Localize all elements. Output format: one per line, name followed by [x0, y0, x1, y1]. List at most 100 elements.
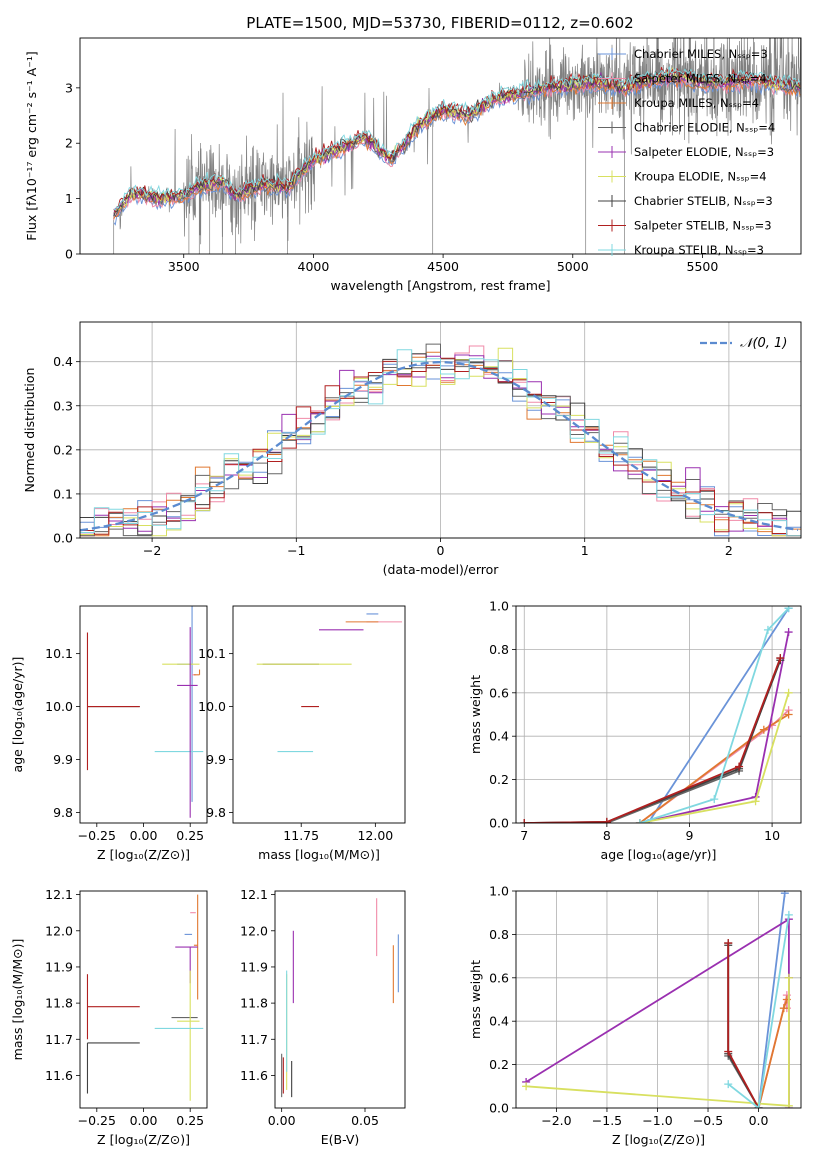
plus-marker: [784, 973, 793, 982]
model-spectrum-salpeter-elodie: [113, 70, 801, 215]
spectrum-frame: [79, 37, 802, 255]
mass_vs_Z-plot: [86, 894, 204, 1101]
y-tick-label: 12.0: [240, 923, 268, 938]
massweight_vs_age-plot: [520, 606, 793, 823]
age_vs_Z-frame: [79, 605, 208, 824]
plus-marker: [724, 1047, 733, 1056]
massweight_vs_Z-frame: [515, 890, 802, 1109]
x-axis-label: Z [log₁₀(Z/Z⊙)]: [97, 1132, 190, 1147]
x-tick-label: −1.0: [642, 1113, 672, 1128]
plus-marker: [759, 725, 768, 734]
age_vs_Z-plot: [86, 606, 204, 818]
x-tick-label: 10: [764, 828, 780, 843]
plus-marker: [784, 606, 793, 613]
y-axis-label: mass weight: [468, 675, 483, 754]
age_vs_mass-frame: [232, 605, 406, 824]
model-spectrum-kroupa-stelib: [113, 66, 801, 211]
axes-massweight_vs_Z: −2.0 −1.5 −1.0 −0.5 0.0 0.0 0.2 0.4 0.6 0.8 1.0 Z […: [468, 884, 801, 1147]
legend-label: Salpeter MILES, Nₛₛₚ=4: [634, 72, 767, 86]
x-tick-label: 3500: [168, 259, 200, 274]
legend-label: Chabrier STELIB, Nₛₛₚ=3: [634, 194, 773, 208]
x-tick-label: 0: [437, 543, 445, 558]
y-tick-label: 11.7: [240, 1032, 268, 1047]
axes-mass_vs_Z: −0.25 0.00 0.25 11.6 11.7 11.8 11.9 12.0 12.1 Z […: [10, 887, 204, 1147]
y-axis-label: age [log₁₀(age/yr)]: [10, 657, 25, 773]
y-axis-label: mass weight: [468, 960, 483, 1039]
x-tick-label: 1: [581, 543, 589, 558]
x-tick-label: 8: [603, 828, 611, 843]
series-line-chabrier-stelib: [524, 659, 782, 823]
histogram-frame: [79, 321, 802, 539]
axes-mass_vs_EBV: 0.00 0.05 11.6 11.7 11.8 11.9 12.0 12.1 E(B-V): [240, 887, 379, 1147]
y-tick-label: 0.4: [53, 354, 73, 369]
massweight_vs_Z-plot: [522, 891, 793, 1108]
y-tick-label: 3: [65, 80, 73, 95]
y-tick-label: 0.2: [53, 442, 73, 457]
histogram-kroupa-stelib: [80, 349, 801, 537]
plus-marker: [784, 628, 793, 637]
x-axis-label: mass [log₁₀(M/M⊙)]: [258, 847, 380, 862]
x-axis-label: E(B-V): [321, 1132, 360, 1147]
axes-age_vs_Z: −0.25 0.00 0.25 9.8 9.9 10.0 10.1 Z [log₁₀(Z/Z⊙…: [10, 646, 204, 862]
plus-marker: [602, 817, 611, 823]
age_vs_mass-plot: [256, 613, 403, 753]
figure-title: PLATE=1500, MJD=53730, FIBERID=0112, z=0…: [246, 14, 633, 32]
y-tick-label: 0.4: [489, 729, 509, 744]
y-tick-label: 9.8: [206, 805, 226, 820]
spectrum-plot: [113, 38, 801, 254]
plus-marker: [779, 1004, 788, 1013]
y-tick-label: 1.0: [489, 884, 509, 899]
x-tick-label: 2: [725, 543, 733, 558]
y-tick-label: 0.8: [489, 927, 509, 942]
series-line-kroupa-stelib: [639, 607, 790, 823]
plus-marker: [751, 797, 760, 806]
x-tick-label: 12.00: [357, 828, 393, 843]
plus-marker: [635, 819, 644, 823]
legend-label: Salpeter ELODIE, Nₛₛₚ=3: [634, 145, 774, 159]
series-line-chabrier-miles: [757, 893, 786, 1108]
x-tick-label: −2.0: [541, 1113, 571, 1128]
x-tick-label: −0.5: [693, 1113, 723, 1128]
y-tick-label: 12.0: [45, 923, 73, 938]
y-tick-label: 11.8: [45, 996, 73, 1011]
series-line-kroupa-elodie: [639, 692, 790, 823]
x-tick-label: 0.25: [176, 1113, 204, 1128]
axes-massweight_vs_age: 7 8 9 10 0.0 0.2 0.4 0.6 0.8 1.0 age [log₁₀(age/yr…: [468, 599, 801, 862]
y-tick-label: 0.0: [53, 531, 73, 546]
x-tick-label: −1: [287, 543, 305, 558]
x-tick-label: 0.05: [351, 1113, 379, 1128]
y-tick-label: 10.0: [45, 699, 73, 714]
y-tick-label: 2: [65, 136, 73, 151]
histogram-plot: [80, 343, 801, 537]
y-tick-label: 11.6: [45, 1068, 73, 1083]
y-tick-label: 0.0: [489, 1101, 509, 1116]
y-tick-label: 0.8: [489, 642, 509, 657]
plus-marker: [735, 762, 744, 771]
axes-residuals: −2 −1 0 1 2 0.0 0.1 0.2 0.3 0.4 (data-model)/error…: [22, 322, 801, 577]
x-tick-label: 0.00: [130, 828, 158, 843]
x-axis-label: Z [log₁₀(Z/Z⊙)]: [612, 1132, 705, 1147]
plus-marker: [710, 795, 719, 804]
legend-label: Salpeter STELIB, Nₛₛₚ=3: [634, 219, 772, 233]
x-tick-label: −0.25: [78, 828, 116, 843]
gaussian-curve: [80, 360, 799, 532]
y-tick-label: 0.0: [489, 816, 509, 831]
legend-label: Kroupa ELODIE, Nₛₛₚ=4: [634, 170, 767, 184]
series-line-chabrier-miles: [647, 607, 790, 823]
y-tick-label: 11.9: [240, 959, 268, 974]
plus-marker: [522, 1082, 531, 1091]
mass_vs_EBV-plot: [281, 898, 399, 1098]
plus-marker: [754, 1104, 763, 1108]
y-tick-label: 10.1: [198, 646, 226, 661]
axes-age_vs_mass: 11.75 12.00 9.8 9.9 10.0 10.1 mass [log₁₀(M/M⊙…: [198, 646, 393, 862]
plus-marker: [784, 688, 793, 697]
mass_vs_Z-frame: [79, 890, 208, 1109]
y-axis-label: mass [log₁₀(M/M⊙)]: [10, 939, 25, 1061]
plus-marker: [784, 910, 793, 919]
x-tick-label: 5500: [687, 259, 719, 274]
x-tick-label: −0.25: [78, 1113, 116, 1128]
y-tick-label: 11.7: [45, 1032, 73, 1047]
legend-label: Kroupa STELIB, Nₛₛₚ=3: [634, 243, 764, 257]
y-tick-label: 11.8: [240, 996, 268, 1011]
